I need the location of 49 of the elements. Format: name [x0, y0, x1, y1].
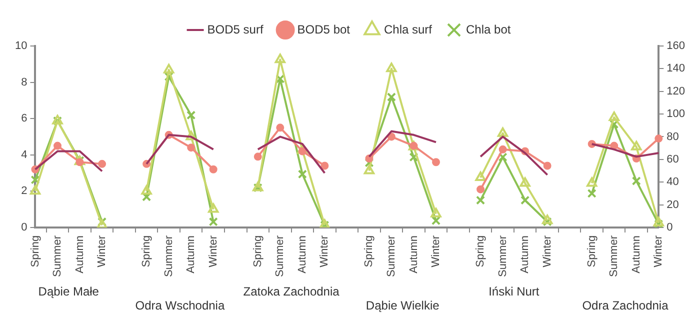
x-tick-label: Autumn — [408, 235, 420, 274]
y-tick-label: 2 — [21, 185, 28, 198]
y2-tick-label: 0 — [666, 221, 673, 234]
x-tick-label: Spring — [252, 235, 264, 268]
text: Odra Wschodnia — [135, 298, 225, 312]
x-tick-label: Winter — [318, 235, 331, 268]
x-tick-label: Summer — [386, 235, 398, 277]
y2-tick-label: 20 — [666, 198, 679, 211]
y2-tick-label: 160 — [666, 40, 686, 52]
x-tick-label: Summer — [52, 235, 64, 277]
x-tick-label: Autumn — [630, 235, 642, 274]
x-tick-label: Summer — [162, 235, 175, 277]
x-tick-label: Spring — [29, 235, 42, 268]
x-tick-label: Winter — [207, 235, 220, 268]
text: Zatoka Zachodnia — [243, 284, 340, 298]
x-tick-label: Autumn — [296, 235, 308, 274]
text: Odra Zachodnia — [582, 298, 669, 312]
x-tick-label: Autumn — [519, 235, 532, 274]
legend-label: BOD5 surf — [207, 22, 264, 36]
x-tick-label: Autumn — [185, 235, 198, 274]
x-tick-label: Winter — [541, 235, 554, 268]
y2-tick-label: 80 — [666, 130, 679, 143]
x-tick-label: Spring — [474, 235, 487, 268]
text: Iński Nurt — [488, 284, 540, 298]
x-tick-label: Autumn — [74, 235, 86, 274]
y-tick-label: 0 — [21, 221, 28, 234]
y2-tick-label: 60 — [666, 153, 679, 166]
y-tick-label: 6 — [21, 112, 28, 125]
y-tick-label: 8 — [21, 76, 28, 88]
legend-label: Chla bot — [466, 22, 512, 36]
x-tick-label: Spring — [586, 235, 598, 268]
y2-tick-label: 100 — [666, 108, 686, 120]
x-tick-label: Spring — [140, 235, 153, 268]
x-tick-label: Summer — [496, 235, 509, 277]
y-tick-label: 10 — [14, 40, 28, 52]
legend-label: BOD5 bot — [297, 22, 351, 36]
x-tick-label: Winter — [652, 235, 665, 268]
text: Dąbie Małe — [38, 284, 100, 298]
y2-tick-label: 120 — [666, 85, 686, 98]
x-tick-label: Winter — [96, 235, 108, 268]
x-tick-label: Spring — [363, 235, 376, 268]
x-tick-label: Summer — [274, 235, 286, 277]
y2-tick-label: 40 — [666, 176, 679, 188]
y2-tick-label: 140 — [666, 62, 686, 75]
y-tick-label: 4 — [21, 148, 28, 161]
text: Dąbie Wielkie — [366, 298, 440, 312]
legend-label: Chla surf — [384, 22, 433, 36]
x-tick-label: Winter — [430, 235, 442, 268]
x-tick-label: Summer — [608, 235, 620, 277]
